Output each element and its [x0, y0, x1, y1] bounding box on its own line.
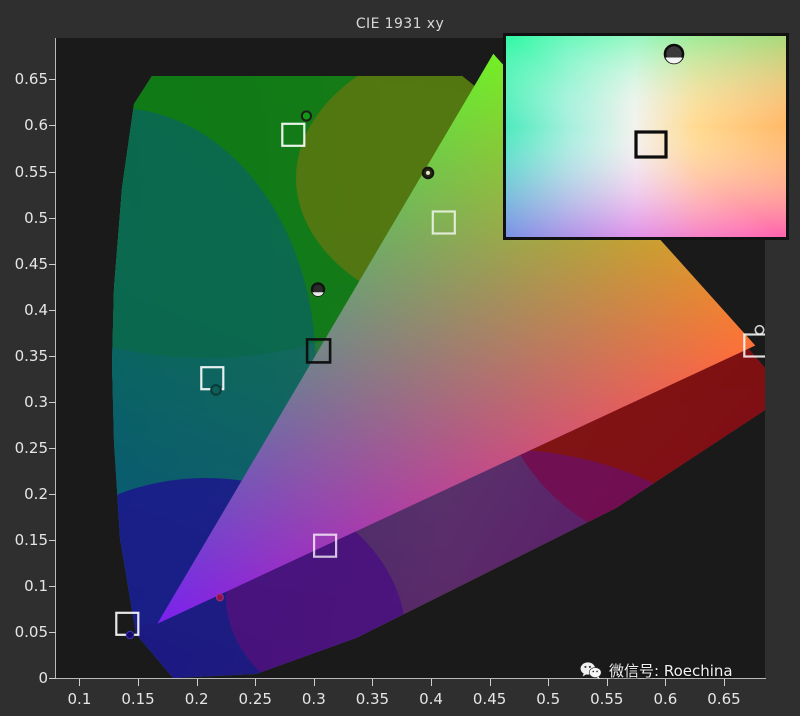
inset-marker-target-whitepoint[interactable]	[634, 130, 668, 159]
wechat-icon	[580, 662, 602, 680]
y-tick-label: 0.6	[24, 116, 48, 135]
watermark-text: 微信号: Roechina	[609, 662, 733, 680]
white-point-zoom-canvas	[506, 36, 786, 237]
marker-measured-red[interactable]	[754, 324, 765, 335]
y-tick-label: 0.25	[14, 438, 48, 457]
y-tick-mark	[49, 493, 56, 495]
marker-target-whitepoint[interactable]	[305, 338, 332, 364]
y-tick-mark	[49, 217, 56, 219]
x-tick-mark	[255, 679, 257, 686]
y-tick-label: 0.55	[14, 162, 48, 181]
marker-target-red[interactable]	[743, 333, 765, 358]
y-tick-label: 0	[38, 669, 48, 687]
y-tick-mark	[49, 263, 56, 265]
x-tick-mark	[548, 679, 550, 686]
x-tick-label: 0.4	[419, 690, 443, 708]
y-tick-mark	[49, 125, 56, 127]
y-tick-mark	[49, 309, 56, 311]
x-tick-label: 0.65	[707, 690, 741, 708]
marker-target-magenta[interactable]	[313, 533, 338, 558]
x-tick-mark	[489, 679, 491, 686]
x-tick-label: 0.35	[355, 690, 390, 708]
y-tick-mark	[49, 447, 56, 449]
y-tick-label: 0.65	[14, 70, 48, 89]
white-point-zoom-panel[interactable]	[503, 33, 789, 240]
inset-overlay-diagonal	[506, 36, 786, 237]
x-tick-label: 0.3	[301, 690, 326, 708]
marker-measured-whitepoint[interactable]	[310, 282, 326, 297]
marker-target-yellow[interactable]	[431, 210, 456, 235]
y-tick-mark	[49, 355, 56, 357]
marker-measured-magenta[interactable]	[215, 593, 224, 602]
x-tick-label: 0.2	[184, 690, 209, 708]
y-tick-mark	[49, 678, 56, 679]
y-tick-label: 0.45	[14, 254, 48, 273]
watermark: 微信号: Roechina	[580, 660, 733, 681]
marker-measured-yellow[interactable]	[421, 166, 435, 180]
y-tick-mark	[49, 401, 56, 403]
y-tick-label: 0.5	[24, 208, 48, 227]
marker-measured-blue[interactable]	[125, 630, 135, 640]
marker-measured-green[interactable]	[300, 110, 312, 122]
x-tick-label: 0.15	[121, 690, 155, 708]
x-tick-label: 0.55	[590, 690, 624, 708]
marker-measured-cyan[interactable]	[210, 384, 222, 396]
y-tick-label: 0.35	[14, 346, 48, 365]
x-tick-mark	[138, 679, 140, 686]
y-tick-label: 0.2	[24, 484, 48, 503]
y-tick-label: 0.4	[24, 300, 48, 319]
y-tick-mark	[49, 79, 56, 81]
y-tick-label: 0.3	[24, 392, 48, 411]
page-title: CIE 1931 xy	[355, 16, 445, 32]
inset-marker-measured-whitepoint[interactable]	[663, 43, 685, 65]
x-tick-mark	[79, 679, 81, 686]
y-tick-label: 0.15	[14, 530, 48, 549]
x-tick-label: 0.6	[653, 690, 678, 708]
y-tick-mark	[49, 585, 56, 587]
y-tick-label: 0.1	[24, 576, 48, 595]
marker-target-green[interactable]	[281, 122, 306, 147]
x-tick-mark	[196, 679, 198, 686]
x-tick-mark	[313, 679, 315, 686]
x-tick-label: 0.5	[536, 690, 561, 708]
x-tick-mark	[372, 679, 374, 686]
marker-layer	[115, 110, 765, 640]
x-tick-label: 0.1	[67, 690, 92, 708]
y-tick-label: 0.05	[14, 622, 48, 641]
x-tick-label: 0.25	[238, 690, 272, 708]
y-tick-mark	[49, 539, 56, 541]
y-tick-mark	[49, 631, 56, 633]
x-tick-mark	[431, 679, 432, 686]
y-tick-mark	[49, 171, 56, 173]
x-tick-label: 0.45	[472, 690, 507, 708]
